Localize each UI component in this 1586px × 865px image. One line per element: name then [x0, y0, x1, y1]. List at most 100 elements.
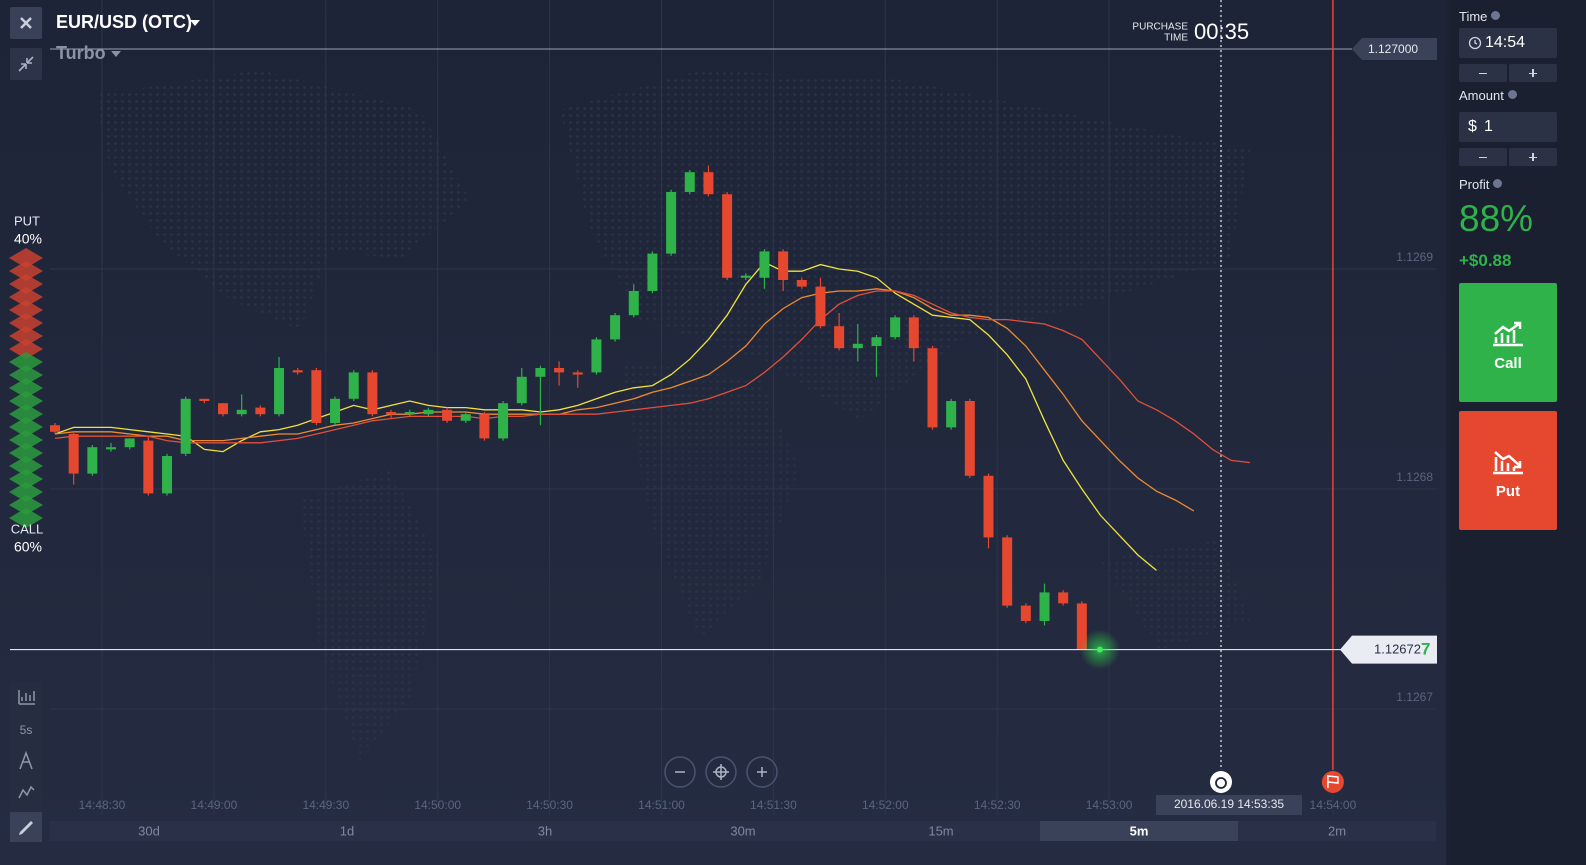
sentiment-chevron [9, 274, 43, 294]
candle-body [516, 376, 527, 404]
asset-title[interactable]: EUR/USD (OTC) [56, 12, 192, 32]
sentiment-chevron [9, 261, 43, 281]
candle-body [572, 372, 583, 375]
collapse-icon [18, 56, 34, 72]
timeframe-option[interactable]: 30m [730, 823, 755, 838]
candle-body [255, 407, 266, 415]
expiration-tag [1156, 795, 1302, 815]
candle-body [927, 348, 938, 428]
current-price-tag [1340, 635, 1437, 664]
timeframe-option[interactable]: 30d [138, 823, 160, 838]
price-last-digit: 7 [1421, 640, 1430, 659]
help-icon[interactable] [1491, 11, 1501, 20]
candle-body [442, 409, 453, 421]
put-percent: 40% [14, 231, 42, 247]
x-tick-label: 14:49:30 [302, 798, 349, 812]
current-price-label: 1.126727 [1374, 640, 1430, 659]
time-plus[interactable] [1509, 64, 1557, 82]
zoom-icons [675, 764, 767, 780]
time-label-row: Time [1459, 9, 1501, 24]
candle-body [68, 434, 79, 474]
purchase-time-label: PURCHASE [1132, 22, 1188, 33]
price-line-tag [1352, 38, 1437, 60]
time-label: Time [1459, 9, 1488, 24]
timeframe-option[interactable]: 2m [1328, 823, 1346, 838]
currency-sign: $ [1468, 118, 1477, 135]
candle-body [87, 447, 98, 474]
x-tick-label: 14:50:30 [526, 798, 573, 812]
world-map [95, 70, 1250, 760]
timeframe-option[interactable]: 1d [340, 823, 354, 838]
chart-type-icon[interactable] [18, 690, 35, 705]
call-label: CALL [11, 521, 44, 536]
interval-button[interactable]: 5s [20, 723, 33, 737]
drawings-icon[interactable] [18, 785, 35, 799]
zoom-in-button[interactable] [746, 756, 778, 788]
candle-body [834, 326, 845, 349]
center-button[interactable] [705, 756, 737, 788]
candle-body [1039, 592, 1050, 621]
time-minus[interactable] [1459, 64, 1507, 82]
expiration-label: 2016.06.19 14:53:35 [1174, 797, 1284, 811]
candle-body [106, 447, 117, 450]
x-tick-label: 14:52:30 [974, 798, 1021, 812]
timeframe-list: 30d 1d 3h 30m 15m 5m 2m [138, 821, 1346, 841]
help-icon[interactable] [1493, 179, 1503, 188]
time-value: 14:54 [1485, 34, 1526, 51]
amount-input[interactable]: $ 1 [1459, 112, 1557, 142]
candle-body [666, 192, 677, 254]
time-input[interactable]: 14:54 [1459, 28, 1557, 58]
candle-body [50, 425, 60, 432]
candle-body [703, 172, 714, 195]
candle-body [460, 414, 471, 421]
tools-panel [10, 683, 42, 843]
x-tick-label: 14:50:00 [414, 798, 461, 812]
sentiment-chevron [9, 339, 43, 359]
put-label: PUT [14, 213, 40, 228]
candle-body [348, 372, 359, 399]
candle-body [1020, 605, 1031, 621]
zoom-controls [664, 756, 778, 788]
amount-plus[interactable] [1509, 148, 1557, 166]
indicator-line [54, 288, 1195, 512]
purchase-time-icon [1215, 777, 1227, 789]
profit-percent: 88% [1459, 198, 1534, 239]
put-icon [1493, 451, 1523, 475]
clock-icon [1468, 36, 1482, 50]
call-button[interactable]: Call [1459, 283, 1557, 402]
timeframe-option[interactable]: 15m [928, 823, 953, 838]
timeframe-selected [1040, 821, 1238, 841]
amount-minus[interactable] [1459, 148, 1507, 166]
y-tick-label: 1.1268 [1396, 470, 1433, 484]
candle-body [778, 251, 789, 280]
zoom-out-button[interactable] [664, 756, 696, 788]
sentiment-chevron [9, 313, 43, 333]
sentiment-chevron [9, 430, 43, 450]
put-button[interactable]: Put [1459, 411, 1557, 530]
candle-body [722, 194, 733, 278]
candle-body [890, 317, 901, 338]
candle-body [143, 440, 154, 494]
candle-body [647, 253, 658, 291]
indicator-line [54, 290, 1250, 464]
candle-body [236, 409, 247, 415]
call-percent: 60% [14, 539, 42, 555]
candle-body [759, 251, 770, 278]
sentiment-chevron [9, 443, 43, 463]
mode-label[interactable]: Turbo [56, 43, 106, 63]
x-tick-label: 14:49:00 [191, 798, 238, 812]
candle-body [908, 317, 919, 349]
purchase-countdown: 00:35 [1194, 19, 1249, 44]
candle-body [199, 398, 210, 401]
timeframe-option[interactable]: 3h [538, 823, 552, 838]
chart: 14:48:30 14:49:00 14:49:30 14:50:00 14:50:30… [0, 0, 1446, 865]
indicators-icon[interactable] [19, 750, 33, 770]
price-line-label: 1.127000 [1368, 42, 1418, 56]
timeframe-option[interactable]: 5m [1130, 823, 1149, 838]
candle-body [684, 172, 695, 192]
help-icon[interactable] [1507, 90, 1517, 99]
candle-body [124, 438, 135, 448]
trade-panel: Time 14:54 Amount $ 1 Profit 88% +$0.88 … [1450, 0, 1586, 865]
candle-body [218, 403, 229, 415]
